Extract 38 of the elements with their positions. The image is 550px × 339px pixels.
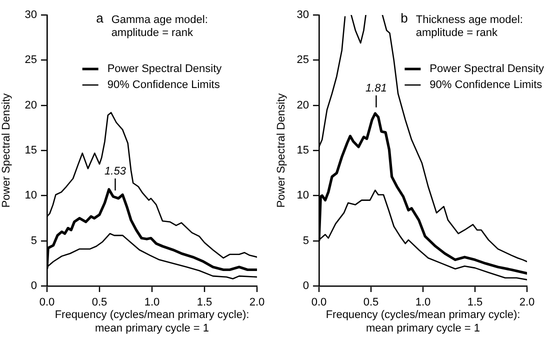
- y-tick-label: 5: [302, 234, 309, 247]
- y-tick-label: 20: [296, 99, 309, 112]
- y-tick-label: 15: [24, 144, 37, 157]
- y-tick-label: 30: [24, 9, 37, 22]
- y-axis-title: Power Spectral Density: [276, 92, 288, 208]
- y-axis-title: Power Spectral Density: [0, 92, 13, 208]
- x-tick-label: 0.0: [39, 296, 55, 309]
- legend-label: 90% Confidence Limits: [107, 79, 220, 92]
- x-tick-label: 0.5: [92, 296, 108, 309]
- y-tick-label: 25: [24, 54, 37, 66]
- legend-label: Power Spectral Density: [430, 63, 544, 76]
- x-tick-label: 1.0: [415, 296, 431, 309]
- y-tick-label: 0: [30, 280, 37, 292]
- legend-label: Power Spectral Density: [107, 63, 222, 76]
- y-tick-label: 25: [296, 54, 309, 66]
- x-tick-label: 1.5: [196, 296, 212, 309]
- legend-label: 90% Confidence Limits: [430, 79, 543, 92]
- x-tick-label: 0.5: [363, 296, 379, 309]
- y-tick-label: 5: [30, 234, 37, 247]
- annotation: 1.53: [104, 165, 127, 178]
- y-tick-label: 15: [296, 144, 309, 157]
- x-axis-title: Frequency (cycles/mean primary cycle): mean primary cycle = 1: [54, 309, 250, 334]
- text: Thickness age model: amplitude = rank: [416, 14, 523, 40]
- y-tick-label: 30: [296, 9, 309, 22]
- y-tick-label: 10: [296, 190, 309, 202]
- x-tick-label: 0.0: [311, 296, 327, 309]
- x-axis-title: Frequency (cycles/mean primary cycle): mean primary cycle = 1: [326, 309, 520, 334]
- annotation: 1.81: [365, 82, 387, 94]
- x-tick-label: 2.0: [519, 296, 535, 309]
- annotation: a: [96, 10, 104, 26]
- y-tick-label: 20: [24, 99, 37, 112]
- x-tick-label: 1.0: [144, 296, 160, 309]
- annotation: b: [400, 10, 408, 26]
- x-tick-label: 2.0: [249, 296, 265, 309]
- x-tick-label: 1.5: [467, 296, 483, 309]
- y-tick-label: 0: [302, 280, 309, 292]
- text: Gamma age model: amplitude = rank: [111, 14, 208, 40]
- y-tick-label: 10: [24, 190, 37, 202]
